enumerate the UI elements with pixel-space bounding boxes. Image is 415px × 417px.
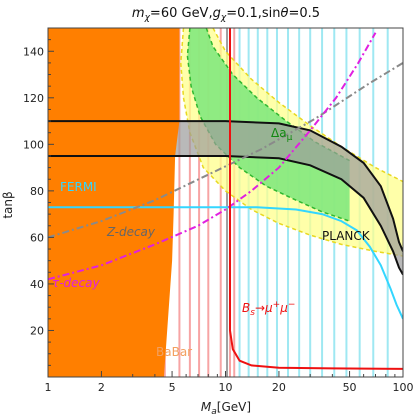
z-decay-curve xyxy=(48,62,403,239)
babar-label: BaBar xyxy=(156,345,192,359)
fermi-curve xyxy=(48,206,403,320)
chart-title: mχ=60 GeV,gχ=0.1,sinθ=0.5 xyxy=(132,6,320,23)
plot-area xyxy=(48,28,403,377)
x-tick-label-3: 10 xyxy=(219,381,233,394)
tau-decay-curve xyxy=(48,32,377,281)
x-tick-label-0: 1 xyxy=(45,381,52,394)
fermi-label: FERMI xyxy=(60,180,97,194)
x-tick-label-2: 5 xyxy=(169,381,176,394)
y-tick-label-5: 120 xyxy=(23,92,44,105)
planck-lower-edge xyxy=(48,155,403,276)
g2-green-left-edge xyxy=(186,28,350,222)
curve-group xyxy=(48,28,403,370)
planck-band xyxy=(48,121,403,275)
x-axis-title: Ma[GeV] xyxy=(201,400,251,417)
y-axis-title: tanβ xyxy=(1,191,15,218)
delta-a-mu-label: Δaμ xyxy=(271,126,293,143)
planck-label: PLANCK xyxy=(322,229,371,243)
y-tick-label-6: 140 xyxy=(23,45,44,58)
g2-yellow-right-edge xyxy=(212,28,403,183)
g2-yellow-left-edge xyxy=(180,28,403,257)
x-tick-label-5: 50 xyxy=(343,381,357,394)
y-axis-ticks: 20 40 60 80 100 120 140 xyxy=(23,27,54,378)
x-tick-label-4: 20 xyxy=(272,381,286,394)
g2-green-right-edge xyxy=(205,28,350,162)
planck-upper-edge xyxy=(48,120,403,252)
y-tick-label-2: 60 xyxy=(30,231,44,244)
y-tick-label-1: 40 xyxy=(30,278,44,291)
babar-region xyxy=(48,28,180,377)
bs-mumu-label: Bs→μ+μ− xyxy=(242,300,295,318)
tau-decay-label: τ-decay xyxy=(52,276,101,290)
z-decay-label: Z-decay xyxy=(106,225,156,239)
y-tick-label-0: 20 xyxy=(30,324,44,337)
bs-mumu-curve xyxy=(229,28,403,370)
y-tick-label-3: 80 xyxy=(30,185,44,198)
region-group xyxy=(48,28,403,377)
y-tick-label-4: 100 xyxy=(23,138,44,151)
x-tick-label-6: 100 xyxy=(393,381,414,394)
x-axis-ticks: 1 2 5 10 20 50 100 xyxy=(45,371,414,394)
x-tick-label-1: 2 xyxy=(98,381,105,394)
